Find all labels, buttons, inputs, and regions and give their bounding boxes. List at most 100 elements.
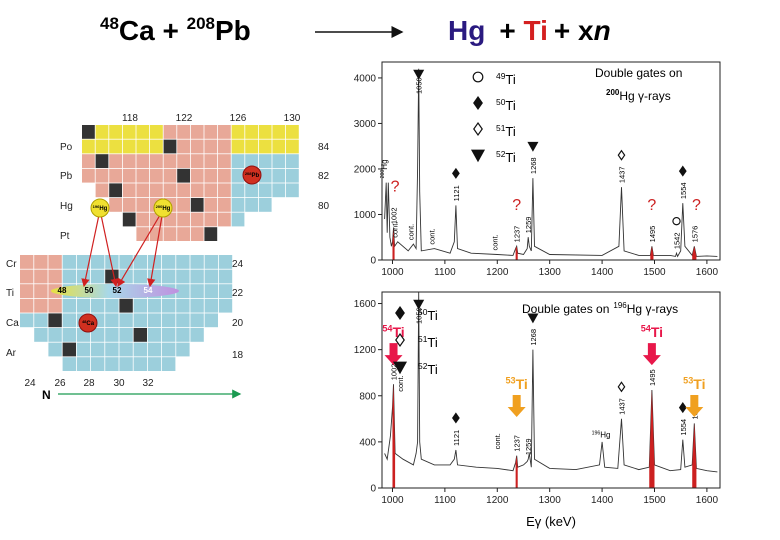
nuclide-cell bbox=[48, 313, 62, 328]
nuclide-cell bbox=[150, 183, 163, 198]
nuclide-cell bbox=[136, 139, 150, 154]
nuclide-cell bbox=[48, 298, 62, 313]
nuclide-cell bbox=[82, 154, 95, 168]
nuclide-cell bbox=[231, 154, 245, 168]
nuclide-cell bbox=[163, 168, 177, 183]
marker-symbol bbox=[470, 149, 486, 163]
mass: 196 bbox=[93, 204, 100, 209]
nuclide-cell bbox=[147, 342, 162, 357]
element: Ti bbox=[651, 324, 663, 340]
nuclide-cell bbox=[218, 212, 231, 227]
product: Ti bbox=[523, 15, 547, 46]
nuclide-cell bbox=[119, 342, 133, 357]
equation-left: 48Ca + 208Pb bbox=[100, 14, 251, 46]
x-tick-label: 1000 bbox=[381, 267, 404, 278]
nuclide-cell bbox=[122, 139, 136, 154]
n-label: 24 bbox=[24, 378, 36, 389]
plus: + bbox=[499, 15, 523, 46]
nuclide-cell bbox=[176, 284, 190, 298]
nuclide-cell bbox=[91, 342, 105, 357]
mass: 53 bbox=[506, 375, 516, 385]
element: Hg bbox=[99, 206, 107, 212]
nuclide-cell bbox=[48, 269, 62, 284]
nuclide-cell bbox=[162, 342, 176, 357]
nuclide-cell bbox=[190, 212, 204, 227]
nuclide-cell bbox=[162, 298, 176, 313]
nuclide-cell bbox=[218, 255, 233, 269]
nuclide-cell bbox=[163, 139, 177, 154]
legend-label: 50Ti bbox=[496, 97, 516, 113]
arrow bbox=[384, 343, 403, 366]
element-label: Ar bbox=[6, 348, 17, 359]
marker-symbol bbox=[452, 167, 460, 179]
nuclide-cell bbox=[176, 298, 190, 313]
z-label: 18 bbox=[232, 350, 244, 361]
nuclide-cell bbox=[133, 357, 147, 371]
peak-label: 1437 bbox=[617, 166, 626, 183]
nuclide-cell bbox=[177, 183, 190, 198]
nuclide-cell bbox=[20, 298, 34, 313]
note: cont. bbox=[490, 234, 499, 250]
n-label: 32 bbox=[142, 378, 154, 389]
nuclide-cell bbox=[136, 198, 150, 212]
y-tick-label: 0 bbox=[370, 256, 376, 267]
nuclide-cell bbox=[109, 154, 122, 168]
nucleus-circles: 196Hg 200Hg 208Pb 48Ca bbox=[78, 165, 262, 333]
highlight-peak bbox=[392, 384, 396, 488]
marker-symbol bbox=[413, 69, 425, 80]
nuclide-cell bbox=[163, 125, 177, 139]
nuclide-cell bbox=[105, 342, 119, 357]
nuclide-cell bbox=[218, 154, 231, 168]
highlight-peak bbox=[515, 455, 518, 488]
nuclide-cell bbox=[272, 168, 286, 183]
nuclide-cell bbox=[190, 168, 204, 183]
z-label: 80 bbox=[318, 201, 330, 212]
question-mark: ? bbox=[692, 197, 701, 214]
n-label: 126 bbox=[230, 113, 247, 124]
nuclide-cell bbox=[76, 255, 91, 269]
nuclide-cell bbox=[95, 125, 109, 139]
nuclide-cell bbox=[91, 298, 105, 313]
nuclide-cell bbox=[91, 328, 105, 342]
highlight-peak bbox=[515, 246, 518, 260]
nuclide-cell bbox=[190, 139, 204, 154]
nuclide-cell bbox=[119, 328, 133, 342]
mass: 51 bbox=[496, 123, 506, 133]
isotope-note: 200Hg bbox=[380, 159, 389, 178]
nuclide-cell bbox=[190, 154, 204, 168]
nuclide-cell bbox=[34, 328, 48, 342]
nuclide-cell bbox=[105, 328, 119, 342]
nuclide-cell bbox=[147, 313, 162, 328]
nuclide-cell bbox=[91, 357, 105, 371]
peak-label: 1237 bbox=[513, 435, 522, 452]
element: Ti bbox=[516, 376, 528, 392]
nuclide-cell bbox=[136, 154, 150, 168]
nuclide-cell bbox=[258, 183, 272, 198]
nuclide-cell bbox=[95, 139, 109, 154]
element: Hg bbox=[162, 206, 170, 212]
circle bbox=[90, 198, 110, 218]
nuclide-cell bbox=[204, 298, 218, 313]
nuclide-cell bbox=[20, 255, 34, 269]
chart-title: Double gates on 196Hg γ-rays bbox=[522, 301, 678, 316]
peak-label: 1121 bbox=[452, 185, 461, 201]
mass-label: 54 bbox=[144, 286, 153, 295]
legend-label: 51Ti bbox=[418, 334, 438, 350]
arrow-label: 53Ti bbox=[683, 375, 705, 392]
x-tick-label: 1100 bbox=[434, 495, 456, 506]
mass: 52 bbox=[496, 149, 506, 159]
peak-label: 1495 bbox=[648, 369, 657, 386]
nuclide-cell bbox=[95, 168, 109, 183]
marker-symbol bbox=[672, 216, 681, 226]
mass: 54 bbox=[382, 324, 393, 334]
nuclide-cell bbox=[190, 125, 204, 139]
nuclide-cell bbox=[76, 342, 91, 357]
y-tick-label: 800 bbox=[359, 391, 376, 402]
nuclide-cell bbox=[147, 298, 162, 313]
n-label: 26 bbox=[54, 378, 66, 389]
nuclide-cell bbox=[190, 269, 204, 284]
marker-symbol bbox=[527, 141, 539, 152]
note: cont. bbox=[427, 228, 436, 244]
mass: 200 bbox=[380, 170, 386, 179]
